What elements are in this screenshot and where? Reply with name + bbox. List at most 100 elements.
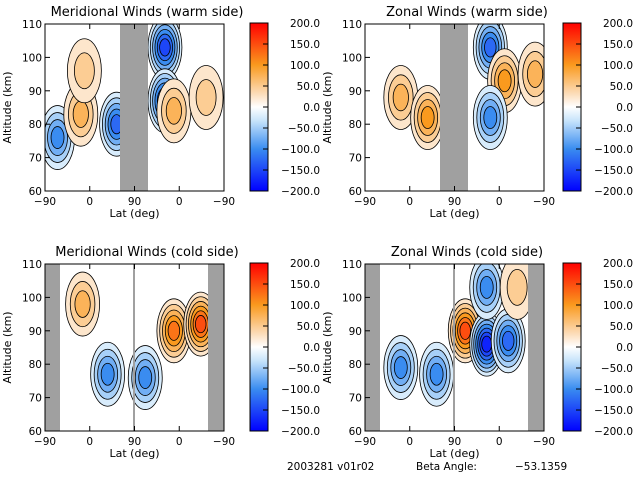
- y-tick-label: 100: [342, 52, 362, 64]
- y-tick-label: 70: [29, 393, 42, 405]
- colorbar-tick-label: −200.0: [281, 426, 320, 438]
- contour-mark: [50, 126, 65, 149]
- colorbar-tick-label: 50.0: [297, 321, 320, 333]
- colorbar-tick-label: −50.0: [288, 363, 320, 375]
- contour-mark: [165, 97, 182, 125]
- x-tick-label: 0: [406, 436, 413, 448]
- colorbar-tick-label: 100.0: [290, 60, 320, 72]
- y-tick-label: 80: [29, 359, 42, 371]
- colorbar-tick-label: −100.0: [281, 384, 320, 396]
- y-tick-label: 60: [29, 426, 42, 438]
- colorbar-tick-label: −100.0: [281, 144, 320, 156]
- colorbar-tick-label: −50.0: [288, 123, 320, 135]
- colorbar-tick-label: 150.0: [603, 279, 633, 291]
- contour-mark: [459, 321, 471, 340]
- x-tick-label: −90: [533, 436, 555, 448]
- colorbar-tick-label: 100.0: [603, 300, 633, 312]
- y-tick-label: 100: [342, 292, 362, 304]
- contour-mark: [429, 362, 444, 386]
- colorbar-tick-label: −150.0: [594, 165, 633, 177]
- x-tick-label: −90: [213, 196, 235, 208]
- y-tick-label: 100: [22, 52, 42, 64]
- colorbar-tick-label: −150.0: [281, 165, 320, 177]
- masked-region: [45, 264, 60, 431]
- y-tick-label: 60: [29, 186, 42, 198]
- colorbar-tick-label: 100.0: [603, 60, 633, 72]
- y-tick-label: 90: [29, 86, 42, 98]
- contour-mark: [392, 83, 409, 112]
- colorbar-tick-label: 200.0: [290, 258, 320, 270]
- chart-meridional-cold: Meridional Winds (cold side) 60 70 80 90 100 1…: [1, 245, 320, 460]
- colorbar-tick-label: 0.0: [616, 342, 633, 354]
- x-tick-label: −90: [354, 196, 376, 208]
- contour-layer: [65, 271, 219, 410]
- contour-mark: [167, 320, 181, 341]
- chart-meridional-warm: Meridional Winds (warm side) 60 70 80 90 100 1…: [1, 5, 320, 220]
- contour-mark: [479, 275, 494, 299]
- colorbar-tick-label: −200.0: [281, 186, 320, 198]
- colorbar-tick-label: 200.0: [290, 18, 320, 30]
- contour-mark: [74, 290, 91, 318]
- x-axis-label: Lat (deg): [430, 207, 480, 220]
- colorbar-tick-label: −150.0: [594, 405, 633, 417]
- chart-title: Meridional Winds (warm side): [51, 5, 244, 20]
- contour-mark: [138, 366, 153, 389]
- y-tick-label: 110: [342, 259, 362, 271]
- x-tick-label: 0: [176, 196, 183, 208]
- y-tick-label: 90: [349, 326, 362, 338]
- chart-zonal-cold: Zonal Winds (cold side) 60 70 80 90 100 110 −90…: [321, 245, 633, 460]
- colorbar-tick-label: 0.0: [616, 102, 633, 114]
- chart-title: Meridional Winds (cold side): [55, 245, 238, 260]
- contour-mark: [526, 60, 544, 88]
- y-tick-label: 80: [349, 359, 362, 371]
- chart-zonal-warm: Zonal Winds (warm side) 60 70 80 90 100 110 −90…: [321, 5, 633, 220]
- x-tick-label: 90: [128, 196, 141, 208]
- x-tick-label: 90: [448, 436, 461, 448]
- contour-mark: [194, 315, 207, 334]
- colorbar-tick-label: 200.0: [603, 258, 633, 270]
- x-tick-label: 90: [448, 196, 461, 208]
- y-axis-label: Altitude (km): [321, 311, 334, 383]
- colorbar-tick-label: −50.0: [601, 123, 633, 135]
- colorbar-tick-label: −100.0: [594, 384, 633, 396]
- footer-date-version: 2003281 v01r02: [287, 461, 374, 473]
- colorbar-tick-label: 200.0: [603, 18, 633, 30]
- x-tick-label: 0: [496, 436, 503, 448]
- masked-region: [120, 24, 148, 191]
- chart-title: Zonal Winds (cold side): [391, 245, 543, 260]
- x-tick-label: 0: [86, 196, 93, 208]
- colorbar-tick-label: 50.0: [610, 321, 633, 333]
- contour-layer: [383, 264, 535, 407]
- y-axis-label: Altitude (km): [1, 311, 14, 383]
- colorbar: 200.0 150.0 100.0 50.0 0.0 −50.0 −100.0 −150.0 −…: [249, 258, 320, 438]
- colorbar-tick-label: 150.0: [290, 279, 320, 291]
- x-tick-label: 0: [496, 196, 503, 208]
- footer-beta-value: −53.1359: [515, 461, 567, 473]
- colorbar-tick-label: −50.0: [601, 363, 633, 375]
- masked-region: [528, 264, 544, 431]
- colorbar-tick-label: −150.0: [281, 405, 320, 417]
- y-axis-label: Altitude (km): [321, 71, 334, 143]
- contour-mark: [502, 330, 515, 351]
- y-tick-label: 110: [22, 259, 42, 271]
- contour-mark: [506, 268, 528, 306]
- x-tick-label: −90: [213, 436, 235, 448]
- contour-mark: [420, 106, 435, 129]
- masked-region: [208, 264, 224, 431]
- x-tick-label: 90: [128, 436, 141, 448]
- x-tick-label: −90: [354, 436, 376, 448]
- contour-mark: [484, 37, 497, 58]
- contour-mark: [393, 356, 408, 379]
- y-tick-label: 80: [29, 119, 42, 131]
- colorbar: 200.0 150.0 100.0 50.0 0.0 −50.0 −100.0 −150.0 −…: [562, 18, 633, 198]
- colorbar: 200.0 150.0 100.0 50.0 0.0 −50.0 −100.0 −150.0 −…: [562, 258, 633, 438]
- colorbar-tick-label: 100.0: [290, 300, 320, 312]
- x-tick-label: 0: [176, 436, 183, 448]
- contour-mark: [73, 52, 95, 90]
- y-tick-label: 70: [29, 153, 42, 165]
- y-tick-label: 90: [29, 326, 42, 338]
- y-tick-label: 60: [349, 426, 362, 438]
- y-tick-label: 100: [22, 292, 42, 304]
